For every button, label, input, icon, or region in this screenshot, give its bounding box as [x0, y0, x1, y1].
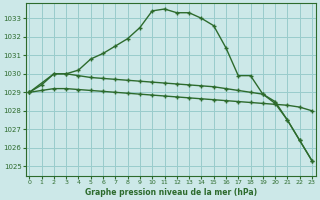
- X-axis label: Graphe pression niveau de la mer (hPa): Graphe pression niveau de la mer (hPa): [84, 188, 257, 197]
